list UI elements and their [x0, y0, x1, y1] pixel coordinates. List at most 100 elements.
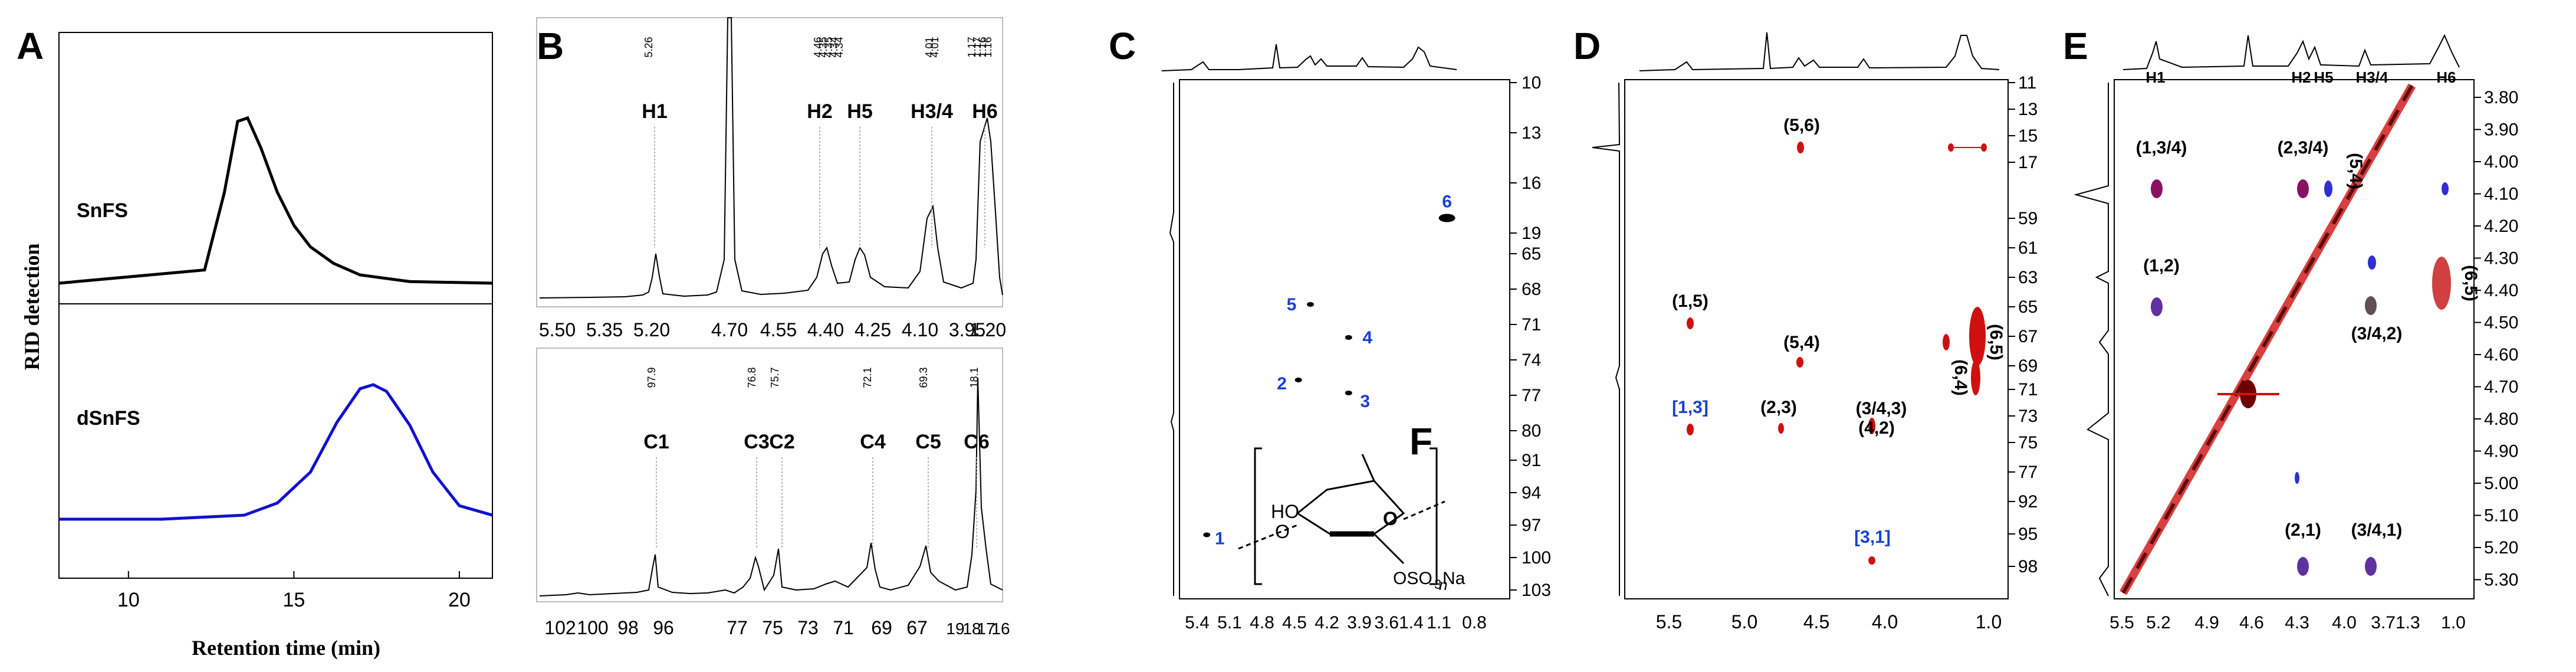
e-xtick-label: 3.71.3	[2371, 613, 2420, 632]
repeat-bracket-right	[1430, 447, 1438, 585]
b-13c-xtick-label: 67	[906, 617, 928, 638]
c-ytick-label: 80	[1522, 421, 1541, 441]
hsqc-peak-label: 2	[1277, 374, 1287, 394]
b-1h-xtick-label: 5.20	[633, 319, 670, 340]
panel-c-frame	[1179, 79, 1510, 599]
b-13c-xtick-label: 19	[946, 619, 964, 638]
b-1h-xtick-label: 4.10	[902, 319, 938, 340]
panel-letter-e: E	[2063, 25, 2088, 67]
hmbc-peak-label: (2,3)	[1760, 398, 1797, 417]
peak-3-1	[1868, 556, 1875, 565]
b-1h-shift-label: 1.17	[971, 37, 983, 57]
c-ytick-label: 74	[1522, 350, 1541, 370]
hsqc-peak-2	[1294, 378, 1302, 382]
hsqc-peak-label: 6	[1442, 192, 1452, 212]
d-ytick-label: 11	[2018, 73, 2036, 93]
c-ytick-label: 91	[1522, 451, 1541, 470]
hmbc-peak-label: (3/4,3)	[1856, 399, 1907, 418]
b-1h-shift-label: 4.01	[929, 37, 941, 57]
peak-5-6	[1797, 142, 1804, 153]
d-ytick-label: 67	[2018, 327, 2038, 346]
e-ytick-label: 4.40	[2484, 281, 2518, 300]
peak-1-2	[2151, 297, 2163, 316]
b-1h-assignment: H6	[972, 100, 997, 123]
b-13c-xtick-label: 102	[544, 617, 576, 638]
peak-2-1	[2297, 557, 2309, 576]
peak-6-blue	[2442, 182, 2449, 195]
b-13c-shift-label: 75.7	[769, 367, 781, 388]
panel-e-frame	[2114, 79, 2475, 599]
b-13c-xtick-label: 98	[617, 617, 639, 638]
b-13c-shift-label: 69.3	[918, 367, 929, 388]
c-ytick-label: 100	[1522, 548, 1551, 568]
e-ytick-label: 4.60	[2484, 345, 2518, 365]
b-1h-shift-label: 1.16	[977, 37, 988, 57]
e-ytick-label: 4.20	[2484, 217, 2518, 236]
c-xtick-label: 1.1	[1427, 613, 1451, 632]
noesy-peak-label: (2,1)	[2285, 520, 2321, 540]
panel-c-left-projection	[1169, 83, 1174, 596]
c-ytick-label: 19	[1522, 224, 1541, 243]
hmbc-peak-label: [3,1]	[1854, 527, 1891, 547]
c-ytick-label: 68	[1522, 280, 1541, 299]
b-13c-shift-label: 97.9	[646, 367, 658, 388]
b-13c-xtick-label: 77	[727, 617, 748, 638]
panel-d-cross-peaks	[1687, 142, 1987, 565]
b-13c-xtick-label: 69	[871, 617, 892, 638]
panel-f-structure	[1238, 447, 1445, 585]
b-1h-xtick-label: 4.40	[807, 319, 844, 340]
repeat-bracket-left	[1254, 447, 1262, 585]
c-xtick-label: 0.8	[1462, 613, 1487, 632]
noesy-peak-label: (3/4,1)	[2351, 520, 2403, 540]
c-xtick-label: 3.9	[1347, 613, 1372, 632]
e-xtick-label: 4.3	[2285, 613, 2309, 632]
b-13c-xtick-label: 17	[977, 619, 995, 638]
noesy-peak-label: (3/4,2)	[2351, 324, 2403, 343]
peak-6-5	[1969, 307, 1986, 366]
d-ytick-label: 75	[2018, 433, 2038, 453]
b-13c-xtick-label: 100	[577, 617, 608, 638]
panel-d-top-projection	[1639, 32, 2000, 71]
peak-small-blue	[2295, 472, 2299, 484]
b-1h-shift-label: 5.26	[643, 37, 655, 57]
e-ytick-label: 5.10	[2484, 506, 2518, 526]
hsqc-peak-label: 3	[1360, 392, 1370, 411]
peak-3-4-1	[2365, 557, 2377, 576]
hmbc-peak-label: (5,4)	[1783, 333, 1820, 352]
d-xtick-label: 5.0	[1731, 611, 1757, 632]
glycosidic-bond	[1238, 524, 1298, 550]
c-xtick-label: 5.4	[1185, 613, 1210, 632]
b-1h-shift-label: 1.17	[966, 37, 978, 57]
snfs-trace	[58, 116, 493, 285]
e-xtick-label: 5.5	[2110, 613, 2134, 632]
peak-small-1	[1948, 143, 1954, 152]
e-ytick-label: 4.50	[2484, 313, 2518, 333]
c-ytick-label: 65	[1522, 244, 1541, 264]
sulfate-bond	[1373, 533, 1405, 565]
b-13c-assignment: C5	[915, 431, 941, 453]
d-ytick-label: 61	[2018, 238, 2038, 258]
peak-6-4	[1971, 360, 1980, 395]
d-ytick-label: 13	[2018, 100, 2038, 119]
b-1h-xtick-label: 4.55	[760, 319, 797, 340]
c-xtick-label: 3.61.4	[1374, 613, 1423, 632]
hsqc-peak-5	[1307, 302, 1314, 307]
b-1h-shift-label: 4.34	[828, 37, 840, 57]
e-xtick-label: 1.0	[2441, 613, 2466, 632]
panel-letter-f: F	[1409, 420, 1432, 463]
b-13c-xtick-label: 75	[762, 617, 783, 638]
noesy-peak-label: (1,3/4)	[2136, 138, 2187, 158]
peak-3-4-3	[1868, 418, 1875, 434]
b-1h-shift-label: 4.34	[833, 37, 845, 57]
hsqc-peak-label: 4	[1362, 328, 1372, 348]
series-label-dsnfs: dSnFS	[77, 407, 140, 430]
e-xtick-label: 4.0	[2332, 613, 2357, 632]
b-1h-xtick-label: 4.25	[855, 319, 891, 340]
panel-b-frame-1h	[536, 17, 1003, 307]
panel-d-left-projection	[1592, 82, 1621, 596]
peak-small-3	[1943, 334, 1950, 350]
b-13c-assignment: C4	[860, 431, 886, 453]
hsqc-peak-label: 1	[1215, 529, 1225, 549]
peak-2-3-4	[2297, 179, 2309, 198]
b-13c-xtick-label: 16	[991, 619, 1010, 638]
